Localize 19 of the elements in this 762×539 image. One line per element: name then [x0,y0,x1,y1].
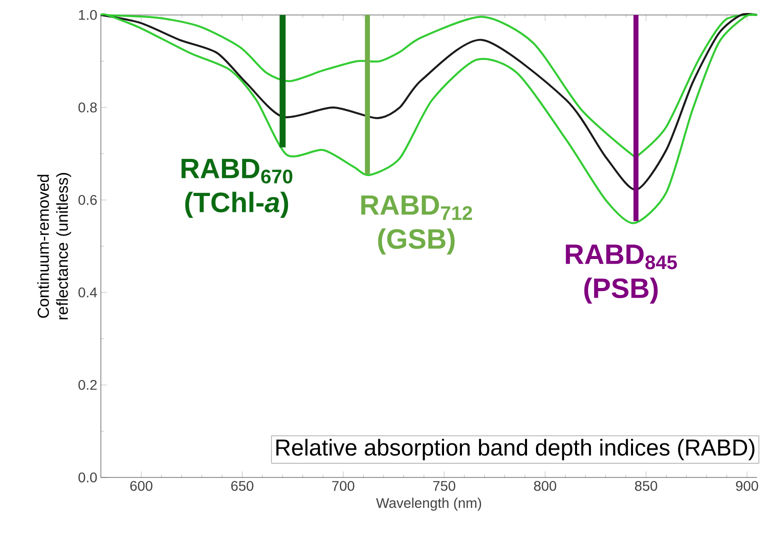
x-tick-label: 850 [635,480,658,491]
text: RABD$_{670}$ (TChl-a) [182,158,292,218]
x-tick-label: 800 [534,480,556,491]
y-tick-label: 0.6 [78,194,97,205]
x-tick-label: 650 [231,480,254,491]
x-axis-title: Wavelength (nm) [376,498,482,511]
y-tick-label: 0.8 [78,102,97,112]
text: RABD$_{845}$ (PSB) [566,244,677,304]
text: RABD$_{712}$ (GSB) [361,195,472,254]
x-tick-label: 750 [433,480,456,491]
y-tick-label: 0.4 [78,287,97,298]
annotation: Relative absorption band depth indices (RABD) [276,438,754,460]
x-tick-label: 700 [332,480,354,491]
y-axis-title: Continuum-removed reflectance (unitless) [37,172,72,320]
x-tick-label: 900 [736,480,758,491]
y-tick-label: 0.0 [78,472,97,482]
y-tick-label: 0.2 [78,380,97,390]
y-tick-label: 1.0 [78,10,97,20]
x-tick-label: 600 [130,480,152,491]
